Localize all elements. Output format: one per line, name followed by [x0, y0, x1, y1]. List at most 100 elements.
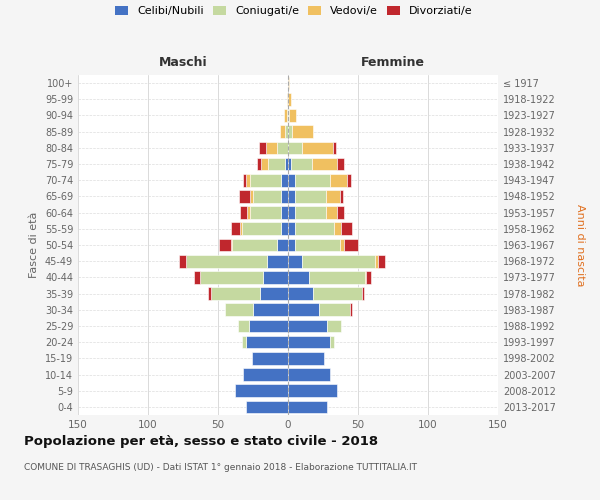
Bar [220, 238, 230, 252]
Bar [288, 142, 302, 154]
Bar [288, 352, 325, 364]
Bar [179, 255, 186, 268]
Bar [367, 271, 371, 283]
Bar [260, 288, 288, 300]
Bar [288, 368, 330, 381]
Bar [277, 238, 288, 252]
Bar [288, 320, 327, 332]
Bar [263, 271, 288, 283]
Bar [285, 158, 288, 170]
Bar [292, 126, 313, 138]
Bar [340, 190, 343, 202]
Bar [313, 288, 362, 300]
Bar [337, 158, 344, 170]
Bar [288, 288, 313, 300]
Bar [287, 109, 288, 122]
Bar [288, 77, 289, 90]
Bar [288, 190, 295, 202]
Bar [295, 206, 326, 219]
Bar [257, 158, 262, 170]
Bar [211, 288, 260, 300]
Bar [239, 190, 250, 202]
Bar [288, 238, 295, 252]
Text: Maschi: Maschi [158, 56, 208, 68]
Bar [243, 174, 246, 186]
Bar [288, 174, 295, 186]
Bar [377, 255, 385, 268]
Bar [242, 222, 281, 235]
Bar [238, 320, 249, 332]
Bar [341, 222, 352, 235]
Bar [230, 222, 241, 235]
Bar [253, 190, 281, 202]
Bar [285, 126, 288, 138]
Bar [230, 238, 232, 252]
Bar [340, 238, 344, 252]
Bar [268, 158, 285, 170]
Bar [242, 336, 246, 348]
Bar [232, 238, 277, 252]
Bar [288, 304, 319, 316]
Bar [194, 271, 200, 283]
Bar [250, 174, 281, 186]
Bar [302, 255, 375, 268]
Bar [246, 400, 288, 413]
Bar [288, 109, 289, 122]
Bar [262, 158, 268, 170]
Bar [289, 109, 296, 122]
Bar [208, 288, 211, 300]
Bar [284, 109, 287, 122]
Bar [288, 206, 295, 219]
Bar [295, 222, 334, 235]
Bar [288, 271, 309, 283]
Bar [347, 174, 351, 186]
Bar [295, 190, 326, 202]
Bar [241, 206, 247, 219]
Bar [291, 158, 312, 170]
Bar [309, 271, 365, 283]
Bar [186, 255, 267, 268]
Bar [330, 336, 334, 348]
Y-axis label: Fasce di età: Fasce di età [29, 212, 39, 278]
Bar [287, 93, 288, 106]
Bar [326, 206, 337, 219]
Text: COMUNE DI TRASAGHIS (UD) - Dati ISTAT 1° gennaio 2018 - Elaborazione TUTTITALIA.: COMUNE DI TRASAGHIS (UD) - Dati ISTAT 1°… [24, 462, 417, 471]
Bar [247, 206, 250, 219]
Bar [235, 384, 288, 397]
Bar [200, 271, 263, 283]
Bar [365, 271, 367, 283]
Bar [225, 304, 253, 316]
Bar [295, 174, 330, 186]
Text: Popolazione per età, sesso e stato civile - 2018: Popolazione per età, sesso e stato civil… [24, 435, 378, 448]
Bar [281, 174, 288, 186]
Bar [288, 158, 291, 170]
Text: Femmine: Femmine [361, 56, 425, 68]
Bar [334, 222, 341, 235]
Bar [281, 206, 288, 219]
Bar [375, 255, 377, 268]
Bar [302, 142, 333, 154]
Bar [246, 336, 288, 348]
Bar [288, 255, 302, 268]
Bar [312, 158, 337, 170]
Y-axis label: Anni di nascita: Anni di nascita [575, 204, 585, 286]
Bar [288, 93, 291, 106]
Bar [326, 190, 340, 202]
Bar [249, 320, 288, 332]
Bar [243, 368, 288, 381]
Bar [246, 174, 250, 186]
Bar [280, 126, 285, 138]
Bar [288, 400, 327, 413]
Bar [266, 142, 277, 154]
Bar [250, 190, 253, 202]
Bar [259, 142, 266, 154]
Bar [350, 304, 352, 316]
Bar [288, 336, 330, 348]
Bar [281, 190, 288, 202]
Bar [333, 142, 335, 154]
Bar [267, 255, 288, 268]
Bar [337, 206, 344, 219]
Bar [251, 352, 288, 364]
Bar [241, 222, 242, 235]
Bar [288, 126, 292, 138]
